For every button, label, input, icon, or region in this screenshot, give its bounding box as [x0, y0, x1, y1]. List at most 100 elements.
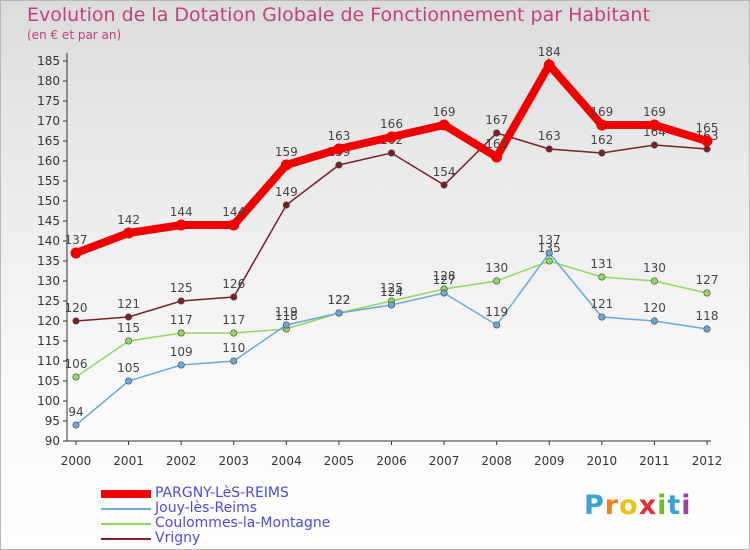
x-tick-label: 2009	[534, 454, 565, 468]
data-point	[177, 297, 185, 305]
data-label: 120	[643, 301, 666, 315]
legend-swatch	[101, 489, 151, 498]
data-label: 94	[68, 405, 83, 419]
y-tick-label: 100	[37, 394, 60, 408]
legend-item: Coulommes-la-Montagne	[101, 516, 330, 531]
data-label: 121	[590, 297, 613, 311]
data-point	[175, 219, 187, 231]
logo-letter: t	[667, 490, 682, 521]
data-label: 121	[117, 297, 140, 311]
data-label: 120	[65, 301, 88, 315]
data-point	[543, 59, 555, 71]
data-label: 130	[485, 261, 508, 275]
data-point	[333, 143, 345, 155]
data-point	[72, 317, 80, 325]
data-point	[70, 247, 82, 259]
data-label: 125	[380, 281, 403, 295]
logo-letter: i	[681, 490, 692, 521]
data-label: 169	[643, 105, 666, 119]
y-tick-label: 90	[45, 434, 60, 448]
legend-label: Jouy-lès-Reims	[155, 500, 258, 516]
data-point	[387, 149, 395, 157]
x-tick-label: 2001	[113, 454, 144, 468]
data-label: 118	[696, 309, 719, 323]
data-label: 166	[380, 117, 403, 131]
x-tick-label: 2002	[166, 454, 197, 468]
legend-swatch	[101, 522, 151, 525]
data-point	[493, 321, 501, 329]
data-label: 163	[327, 129, 350, 143]
data-label: 161	[485, 137, 508, 151]
data-point	[701, 135, 713, 147]
data-label: 127	[433, 273, 456, 287]
data-point	[228, 219, 240, 231]
legend-item: Vrigny	[101, 531, 330, 546]
data-point	[177, 329, 185, 337]
data-label: 144	[222, 205, 245, 219]
data-label: 169	[433, 105, 456, 119]
data-label: 137	[65, 233, 88, 247]
logo-letter: o	[619, 490, 639, 521]
data-point	[230, 357, 238, 365]
data-label: 110	[222, 341, 245, 355]
data-point	[493, 277, 501, 285]
y-tick-label: 150	[37, 194, 60, 208]
y-tick-label: 140	[37, 234, 60, 248]
y-tick-label: 175	[37, 94, 60, 108]
y-tick-label: 185	[37, 54, 60, 68]
data-label: 124	[380, 285, 403, 299]
data-label: 184	[538, 45, 561, 59]
data-label: 163	[538, 129, 561, 143]
data-point	[545, 145, 553, 153]
series-line	[74, 58, 709, 257]
logo-letter: x	[638, 490, 658, 521]
y-tick-label: 125	[37, 294, 60, 308]
x-tick-label: 2008	[481, 454, 512, 468]
data-point	[648, 119, 660, 131]
y-tick-label: 130	[37, 274, 60, 288]
y-tick-label: 95	[45, 414, 60, 428]
data-point	[703, 289, 711, 297]
x-tick-label: 2010	[587, 454, 618, 468]
legend-label: Vrigny	[155, 530, 201, 546]
y-tick-label: 135	[37, 254, 60, 268]
series-coulommes-la-montagne: 106 115 117 117 118 122 125 128 130 135 131 130 127	[65, 241, 718, 381]
data-point	[387, 301, 395, 309]
y-tick-label: 145	[37, 214, 60, 228]
data-label: 125	[170, 281, 193, 295]
series-line	[75, 251, 708, 426]
logo-letter: P	[584, 490, 605, 521]
data-label: 119	[275, 305, 298, 319]
y-tick-label: 115	[37, 334, 60, 348]
data-point	[177, 361, 185, 369]
legend-swatch	[101, 507, 151, 510]
data-point	[440, 289, 448, 297]
legend-swatch	[101, 537, 151, 540]
legend-label: PARGNY-LèS-REIMS	[155, 485, 289, 501]
data-label: 135	[538, 241, 561, 255]
data-label: 144	[170, 205, 193, 219]
data-label: 131	[590, 257, 613, 271]
x-tick-label: 2005	[324, 454, 355, 468]
x-tick-label: 2011	[639, 454, 670, 468]
data-label: 115	[117, 321, 140, 335]
data-point	[125, 313, 133, 321]
data-point	[491, 151, 503, 163]
x-tick-label: 2003	[218, 454, 249, 468]
y-tick-label: 165	[37, 134, 60, 148]
chart-title: Evolution de la Dotation Globale de Fonc…	[27, 4, 650, 26]
data-point	[545, 257, 553, 265]
data-label: 119	[485, 305, 508, 319]
data-label: 167	[485, 113, 508, 127]
data-point	[125, 377, 133, 385]
x-tick-label: 2006	[376, 454, 407, 468]
data-point	[545, 249, 553, 257]
data-point	[650, 277, 658, 285]
data-label: 122	[327, 293, 350, 307]
data-point	[703, 325, 711, 333]
data-label: 106	[65, 357, 88, 371]
x-tick-label: 2012	[692, 454, 723, 468]
data-label: 128	[433, 269, 456, 283]
y-tick-label: 110	[37, 354, 60, 368]
y-tick-label: 105	[37, 374, 60, 388]
